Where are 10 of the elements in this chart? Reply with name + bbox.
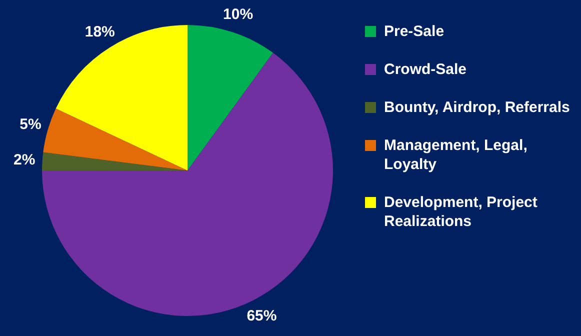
- data-label: 10%: [223, 6, 254, 24]
- data-label: 5%: [20, 116, 42, 134]
- legend-label: Management, Legal, Loyalty: [384, 136, 528, 174]
- data-label: 65%: [246, 307, 277, 324]
- legend-label: Bounty, Airdrop, Referrals: [384, 98, 570, 117]
- legend-label: Pre-Sale: [384, 22, 444, 41]
- data-label: 18%: [84, 24, 115, 41]
- legend-label: Crowd-Sale: [384, 60, 467, 79]
- legend-label: Development, Project Realizations: [384, 193, 538, 231]
- data-label: 2%: [13, 151, 36, 168]
